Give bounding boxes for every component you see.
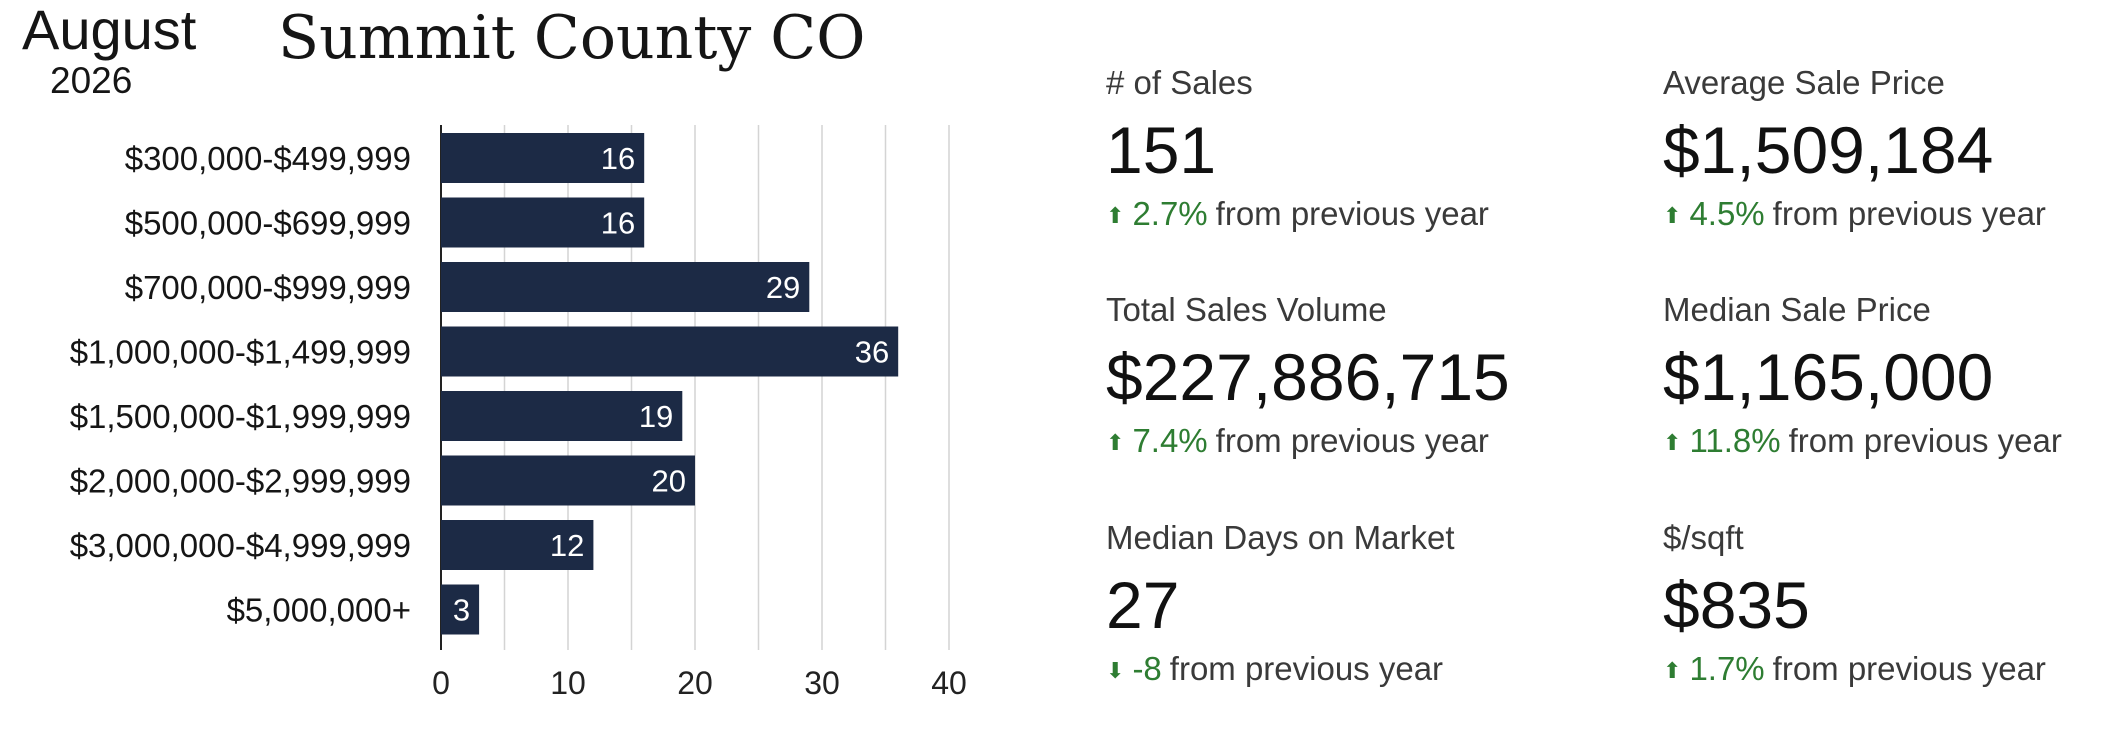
x-tick-label: 40 [931,665,967,701]
stat-change-value: 4.5% [1689,195,1765,232]
stat-change: ⬆ 2.7% from previous year [1106,197,1489,230]
stat-change-suffix: from previous year [1169,650,1444,687]
stat-change-suffix: from previous year [1772,195,2046,232]
category-label: $700,000-$999,999 [125,269,411,306]
x-tick-label: 0 [432,665,450,701]
stat-change-value: 1.7% [1689,650,1765,687]
stat-change-value: -8 [1132,650,1162,687]
stat-average-sale-price: Average Sale Price $1,509,184 ⬆ 4.5% from … [1663,66,2046,230]
stat-change: ⬇ -8 from previous year [1106,652,1454,685]
stat-change-suffix: from previous year [1215,195,1489,232]
stat-number-of-sales: # of Sales 151 ⬆ 2.7% from previous year [1106,66,1489,230]
bar [441,455,695,506]
stat-change-value: 7.4% [1132,422,1208,459]
stat-change-value: 11.8% [1689,422,1781,459]
stat-change-value: 2.7% [1132,195,1208,232]
stat-label: # of Sales [1106,64,1253,101]
region-title: Summit County CO [278,3,866,73]
stat-label: Median Sale Price [1663,291,1931,328]
x-tick-label: 30 [804,665,840,701]
report-year: 2026 [50,60,133,101]
category-label: $1,000,000-$1,499,999 [70,334,411,371]
stat-change: ⬆ 4.5% from previous year [1663,197,2046,230]
stat-value: $1,509,184 [1663,113,1994,187]
category-label: $300,000-$499,999 [125,140,411,177]
bar-value-label: 20 [652,464,686,499]
bar-value-label: 19 [639,399,673,434]
x-tick-label: 10 [550,665,586,701]
stat-change: ⬆ 7.4% from previous year [1106,424,1510,457]
stat-change-suffix: from previous year [1215,422,1489,459]
category-label: $5,000,000+ [227,592,411,629]
bar [441,584,480,635]
bar [441,197,645,248]
stat-total-sales-volume: Total Sales Volume $227,886,715 ⬆ 7.4% fro… [1106,293,1510,457]
bar [441,391,683,441]
stat-median-sale-price: Median Sale Price $1,165,000 ⬆ 11.8% from … [1663,293,2062,457]
bar [441,520,594,570]
arrow-down-icon: ⬇ [1106,658,1125,683]
bar [441,133,645,183]
stat-change: ⬆ 11.8% from previous year [1663,424,2062,457]
bar [441,262,810,312]
x-tick-label: 20 [677,665,713,701]
price-range-bar-chart: $300,000-$499,999 16 $500,000-$699,999 16 $7… [70,125,967,701]
arrow-up-icon: ⬆ [1663,430,1682,455]
arrow-up-icon: ⬆ [1663,203,1682,228]
bar-value-label: 29 [766,270,800,305]
report-month: August [22,0,197,61]
category-label: $500,000-$699,999 [125,205,411,242]
stat-price-per-sqft: $/sqft $835 ⬆ 1.7% from previous year [1663,521,2046,685]
category-label: $1,500,000-$1,999,999 [70,398,411,435]
stat-label: Average Sale Price [1663,64,1945,101]
bar [441,326,899,377]
category-label: $3,000,000-$4,999,999 [70,527,411,564]
bar-value-label: 12 [550,528,584,563]
bar-value-label: 3 [453,593,470,628]
stat-label: $/sqft [1663,519,1744,556]
stat-value: $1,165,000 [1663,340,1994,414]
arrow-up-icon: ⬆ [1106,203,1125,228]
stat-change: ⬆ 1.7% from previous year [1663,652,2046,685]
stat-value: $835 [1663,568,1810,642]
stat-value: $227,886,715 [1106,340,1510,414]
bar-value-label: 16 [601,206,635,241]
arrow-up-icon: ⬆ [1663,658,1682,683]
stat-value: 27 [1106,568,1180,642]
stat-median-days-on-market: Median Days on Market 27 ⬇ -8 from previou… [1106,521,1454,685]
stat-label: Median Days on Market [1106,519,1455,556]
stat-change-suffix: from previous year [1788,422,2062,459]
category-label: $2,000,000-$2,999,999 [70,463,411,500]
stat-label: Total Sales Volume [1106,291,1387,328]
stat-change-suffix: from previous year [1772,650,2046,687]
bar-value-label: 36 [855,335,889,370]
bar-value-label: 16 [601,141,635,176]
stat-value: 151 [1106,113,1217,187]
arrow-up-icon: ⬆ [1106,430,1125,455]
